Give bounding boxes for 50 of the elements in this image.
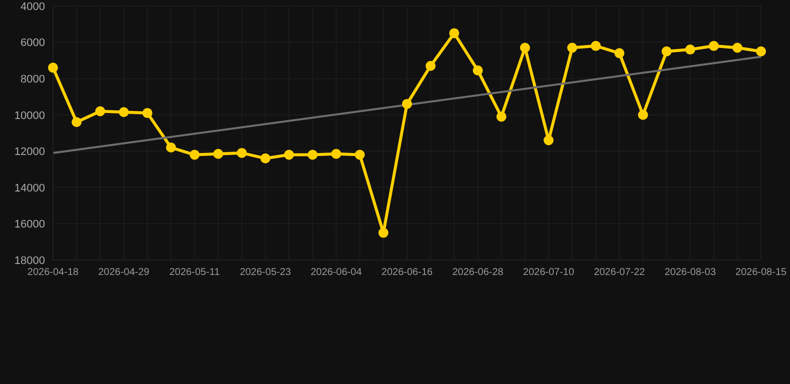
point [284, 150, 294, 160]
y-tick-label: 16000 [14, 218, 45, 231]
point [308, 150, 318, 160]
point [142, 108, 152, 118]
x-tick-label: 2026-06-28 [452, 267, 504, 278]
point [378, 228, 388, 238]
point [732, 42, 742, 53]
y-tick-label: 8000 [20, 73, 45, 86]
x-tick-label: 2026-05-11 [169, 267, 220, 278]
point [544, 135, 554, 146]
point [95, 106, 106, 116]
point [402, 98, 412, 109]
point [72, 117, 82, 128]
point [590, 40, 601, 51]
point [520, 42, 530, 53]
point [48, 62, 58, 73]
x-tick-label: 2026-07-10 [523, 267, 575, 278]
y-tick-label: 6000 [20, 37, 45, 50]
x-tick-label: 2026-06-04 [310, 267, 362, 278]
y-tick-label: 12000 [14, 146, 45, 158]
point [331, 148, 342, 159]
point [260, 153, 270, 164]
point [354, 150, 365, 160]
y-tick-label: 14000 [14, 182, 45, 194]
point [708, 40, 719, 51]
y-tick-label: 4000 [20, 0, 45, 13]
point [567, 42, 578, 53]
point [756, 46, 766, 56]
x-tick-label: 2026-07-22 [594, 267, 646, 278]
point [614, 48, 624, 58]
x-tick-label: 2026-08-15 [735, 267, 788, 278]
point [662, 46, 672, 56]
point [236, 148, 247, 158]
x-tick-label: 2026-06-16 [381, 267, 434, 278]
point [685, 44, 696, 55]
x-tick-label: 2026-04-18 [27, 267, 80, 278]
point [118, 107, 129, 118]
x-tick-label: 2026-05-23 [240, 267, 292, 278]
x-tick-label: 2026-04-29 [98, 267, 150, 278]
point [472, 65, 483, 76]
point [166, 142, 176, 153]
y-tick-label: 10000 [14, 110, 45, 122]
point [496, 112, 506, 122]
x-tick-label: 2026-08-03 [664, 267, 716, 278]
point [449, 28, 460, 38]
point [190, 150, 200, 160]
point [213, 148, 224, 159]
y-tick-label: 18000 [14, 254, 45, 267]
point [426, 60, 436, 71]
point [638, 110, 648, 120]
